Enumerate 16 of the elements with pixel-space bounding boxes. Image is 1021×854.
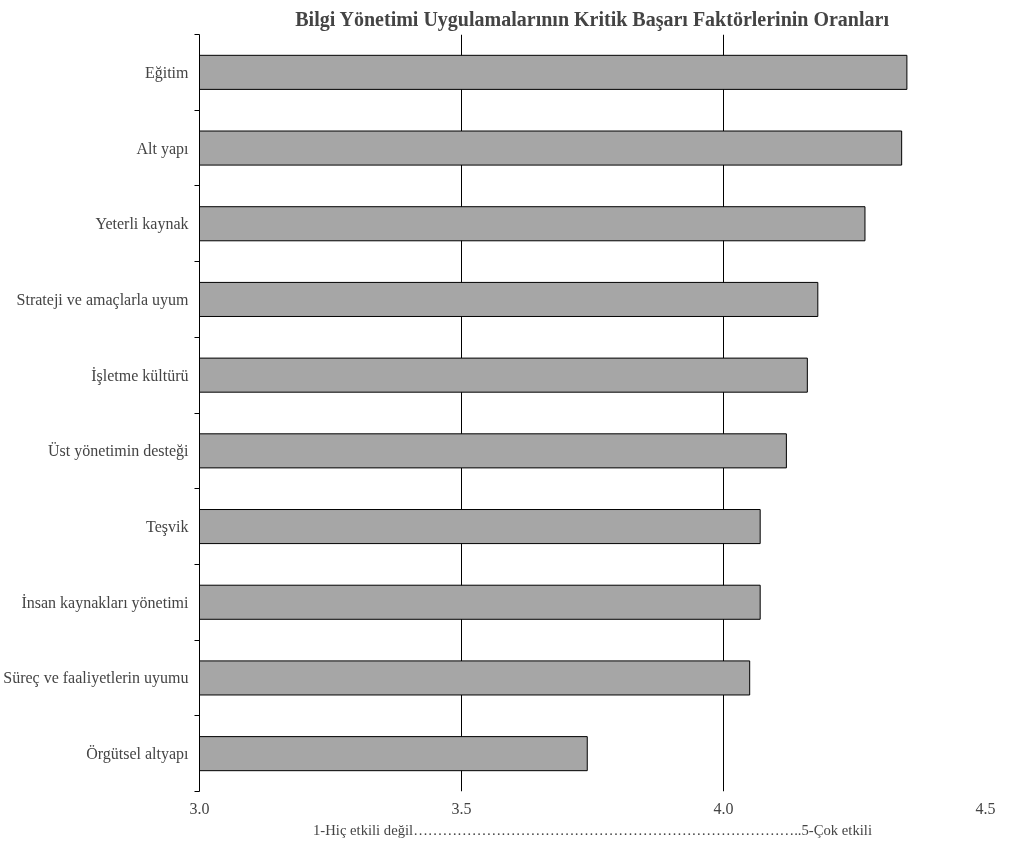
chart-title: Bilgi Yönetimi Uygulamalarının Kritik Başarı Faktörlerinin Oranları — [295, 7, 890, 31]
y-tick-label: Örgütsel altyapı — [86, 745, 190, 764]
y-tick-label: Süreç ve faaliyetlerin uyumu — [3, 669, 189, 688]
y-tick-label: Teşvik — [146, 518, 189, 537]
y-tick-label: İnsan kaynakları yönetimi — [21, 593, 190, 612]
x-axis-title: 1-Hiç etkili değil……………………………………………………………………..5-Çok etkili — [313, 821, 872, 838]
y-tick-label: Üst yönetimin desteği — [48, 442, 190, 461]
x-tick-label: 4.5 — [975, 799, 996, 817]
x-tick-label: 3.0 — [189, 799, 210, 817]
y-tick-label: Eğitim — [144, 63, 190, 82]
y-tick-label: Strateji ve amaçlarla uyum — [16, 290, 190, 309]
y-tick-label: İşletme kültürü — [91, 366, 189, 385]
x-tick-label: 3.5 — [451, 799, 472, 817]
x-tick-label: 4.0 — [713, 799, 734, 817]
y-tick-label: Alt yapı — [136, 139, 190, 158]
y-tick-label: Yeterli kaynak — [95, 215, 189, 234]
